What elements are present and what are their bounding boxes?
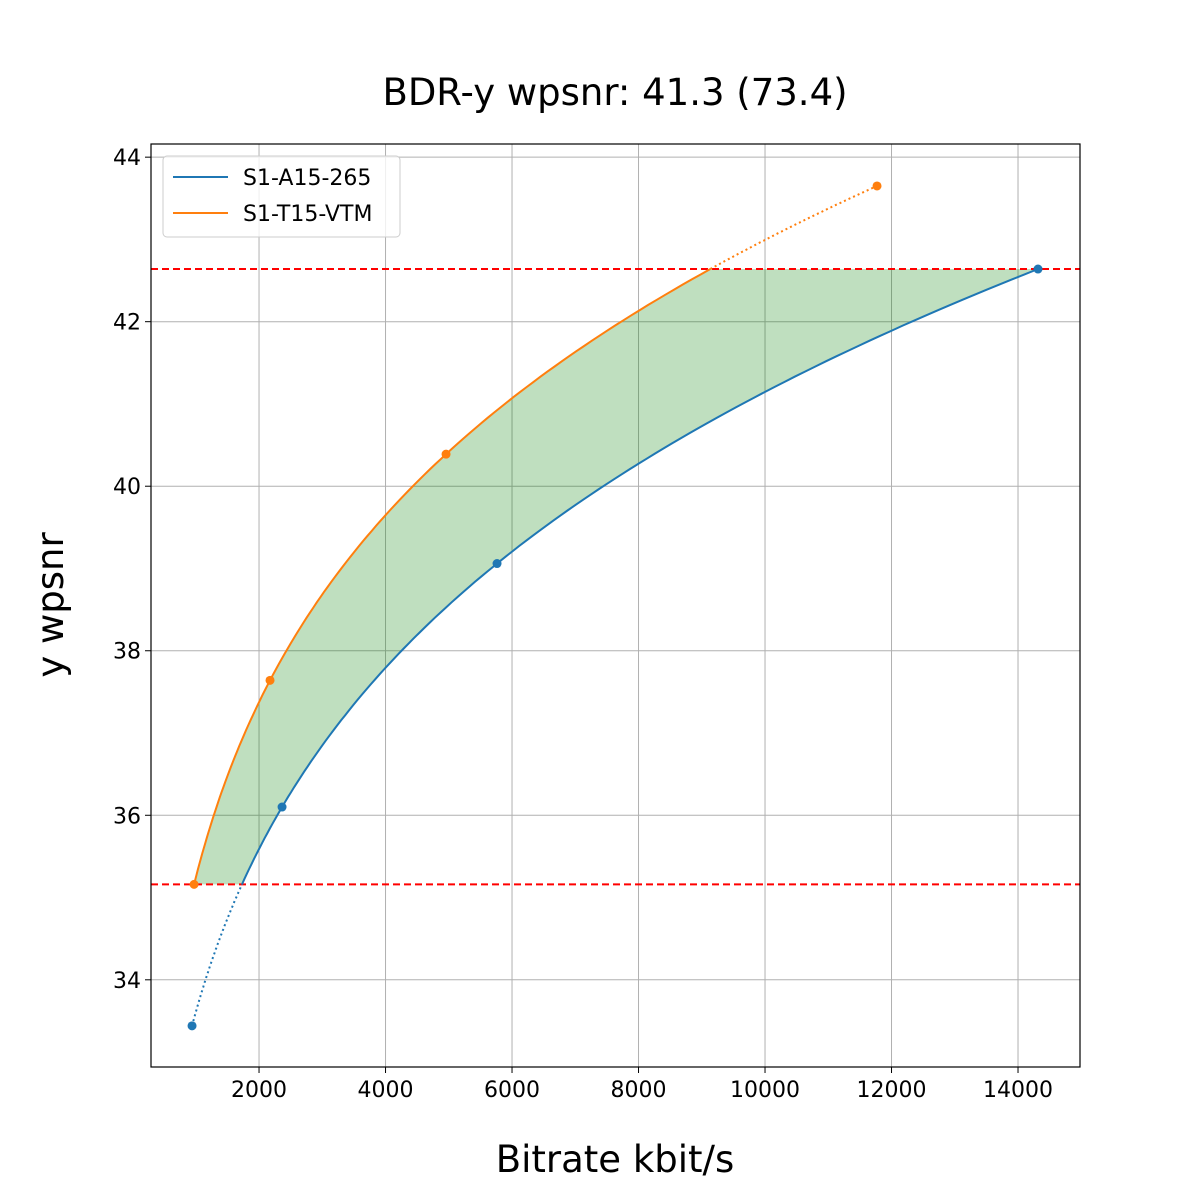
series-1-extrapolated-high (709, 185, 878, 270)
series-1-point (265, 675, 275, 685)
y-tick-label: 38 (113, 640, 141, 665)
y-tick-label: 42 (113, 311, 141, 336)
chart-title: BDR-y wpsnr: 41.3 (73.4) (382, 71, 847, 114)
x-tick-label: 6000 (484, 1078, 540, 1103)
series-1-point (441, 449, 451, 459)
grid (151, 144, 1080, 1067)
series-0-extrapolated-low (191, 884, 243, 1027)
y-tick-label: 44 (113, 146, 141, 171)
series-0-curve (241, 268, 1039, 885)
y-tick-label: 36 (113, 804, 141, 829)
legend: S1-A15-265 S1-T15-VTM (162, 155, 401, 238)
legend-label-series-1: S1-T15-VTM (243, 202, 372, 227)
x-tick-label: 4000 (358, 1078, 414, 1103)
ticks: 2000 4000 6000 8000 10000 12000 14000 34 36 38 40 4… (113, 146, 1053, 1103)
y-tick-label: 34 (113, 969, 141, 994)
legend-label-series-0: S1-A15-265 (243, 166, 371, 191)
x-tick-label: 14000 (983, 1078, 1053, 1103)
series-1-point (189, 879, 199, 889)
series-0-point (277, 802, 287, 812)
x-tick-label: 2000 (231, 1078, 287, 1103)
points (187, 181, 1043, 1031)
series-0-point (187, 1021, 197, 1031)
x-tick-label: 8000 (611, 1078, 667, 1103)
fill-area (194, 269, 1039, 885)
series-0-point (1033, 264, 1043, 274)
series-1-point (872, 181, 882, 191)
curves (191, 185, 1039, 1027)
x-axis-label: Bitrate kbit/s (496, 1138, 735, 1181)
series-0-point (492, 559, 502, 569)
x-tick-label: 10000 (730, 1078, 800, 1103)
overlap-lines (151, 268, 1080, 886)
y-tick-label: 40 (113, 475, 141, 500)
x-tick-label: 12000 (857, 1078, 927, 1103)
series-1-curve (193, 268, 711, 885)
fill-between-area (194, 269, 1039, 885)
plot-frame (150, 143, 1081, 1068)
y-axis-label: y wpsnr (29, 532, 72, 678)
